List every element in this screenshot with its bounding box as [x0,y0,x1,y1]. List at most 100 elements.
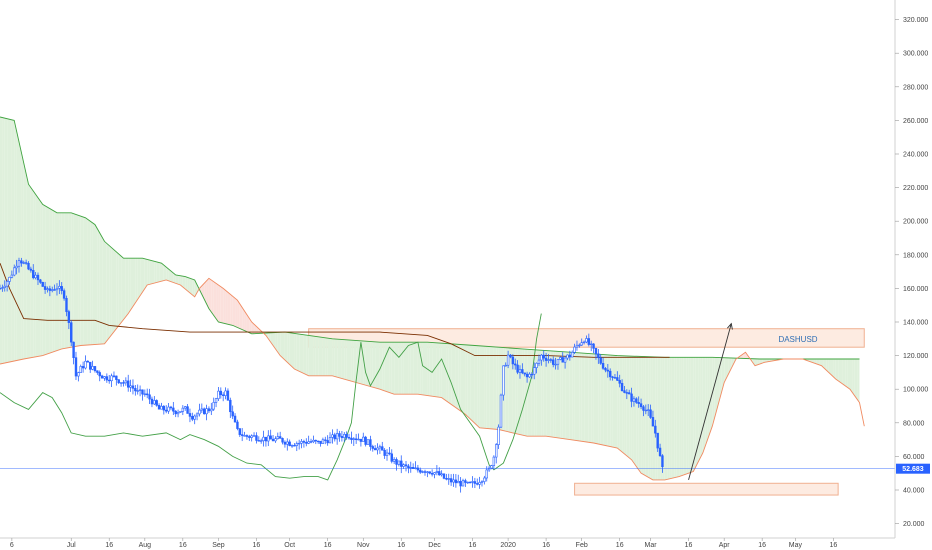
cloud-segment [206,278,209,309]
candle-body [435,471,439,473]
candle-body [442,473,446,479]
cloud-segment [163,265,167,281]
candle-body [219,390,223,396]
cloud-segment [645,356,649,478]
candle-body [350,437,353,440]
x-tick-label: Nov [357,542,370,549]
candle-body [656,432,659,449]
candle-body [594,348,598,355]
cloud-segment [629,356,632,460]
candle-body [369,439,372,447]
candle-body [172,407,175,412]
candle-body [618,380,621,384]
candle-body [582,341,586,344]
candle-body [207,408,211,412]
candle-body [490,465,493,469]
cloud-segment [187,277,190,293]
cloud-segment [144,258,148,289]
cloud-segment [709,357,713,433]
cloud-segment [831,359,834,377]
cloud-segment [615,355,618,448]
candle-body [476,483,479,485]
cloud-segment [142,258,145,293]
cloud-segment [387,342,390,393]
cloud-segment [76,214,79,347]
candle-body [60,286,63,291]
candle-body [155,400,158,406]
candle-body [32,270,35,279]
x-tick-label: 16 [469,542,477,549]
cloud-segment [280,332,283,358]
price-axis[interactable]: 320.000 300.000 280.000 260.000 240.000 220.0… [895,17,928,528]
cloud-segment [111,247,114,335]
cloud-segment [232,296,236,327]
candle-body [27,262,30,270]
cloud-segment [581,353,585,442]
cloud-segment [268,332,271,343]
cloud-segment [463,344,466,415]
cloud-segment [607,354,611,447]
cloud-segment [235,298,238,328]
candle-body [91,366,94,370]
cloud-segment [398,342,402,395]
cloud-segment [828,359,831,375]
candle-body [316,440,320,443]
candle-body [8,276,11,282]
candle-body [402,464,405,467]
time-axis[interactable]: 6 Jul 16 Aug 16 Sep 16 Oct 16 Nov 16 Dec 16 2020 16 Feb… [10,538,837,549]
y-tick-label: 60.000 [903,454,925,461]
candle-body [376,447,379,451]
cloud-segment [429,342,433,397]
projection-arrow[interactable] [688,323,732,481]
cloud-segment [833,359,836,380]
candle-body [395,459,398,465]
y-tick-label: 200.000 [903,219,928,226]
y-tick-label: 160.000 [903,286,928,293]
candle-body [571,352,574,358]
cloud-segment [9,119,12,362]
cloud-segment [334,339,338,378]
candle-body [181,407,185,412]
candle-body [651,417,655,427]
y-tick-label: 220.000 [903,185,928,192]
x-tick-label: Sep [212,542,225,549]
candle-body [267,435,270,442]
candle-body [601,363,605,369]
x-tick-label: 16 [253,542,261,549]
candle-body [502,365,505,396]
candle-body [559,357,562,360]
candle-body [635,398,638,403]
cloud-segment [180,275,183,287]
cloud-segment [417,342,421,395]
cloud-segment [7,118,10,363]
candle-body [556,359,560,365]
candle-body [283,441,287,445]
cloud-segment [558,351,561,439]
cloud-segment [370,341,373,388]
candle-body [554,363,557,366]
x-tick-label: Apr [719,542,731,549]
cloud-segment [64,212,67,349]
cloud-segment [130,258,133,310]
candle-body [231,411,234,417]
cloud-segment [572,352,575,441]
candle-body [186,406,189,414]
candle-body [426,471,429,473]
cloud-segment [192,279,195,297]
y-tick-label: 320.000 [903,17,928,24]
candle-body [143,393,147,395]
cloud-segment [242,307,245,331]
candle-body [17,260,21,267]
x-tick-label: 16 [324,542,332,549]
x-tick-label: May [789,542,803,549]
x-tick-label: 16 [105,542,113,549]
symbol-annotation: DASHUSD [778,335,817,344]
cloud-segment [529,349,532,437]
cloud-segment [40,201,43,356]
candle-body [105,376,109,381]
cloud-segment [161,263,164,282]
candle-body [587,338,591,345]
candle-body [205,408,208,415]
candle-body [176,411,180,415]
